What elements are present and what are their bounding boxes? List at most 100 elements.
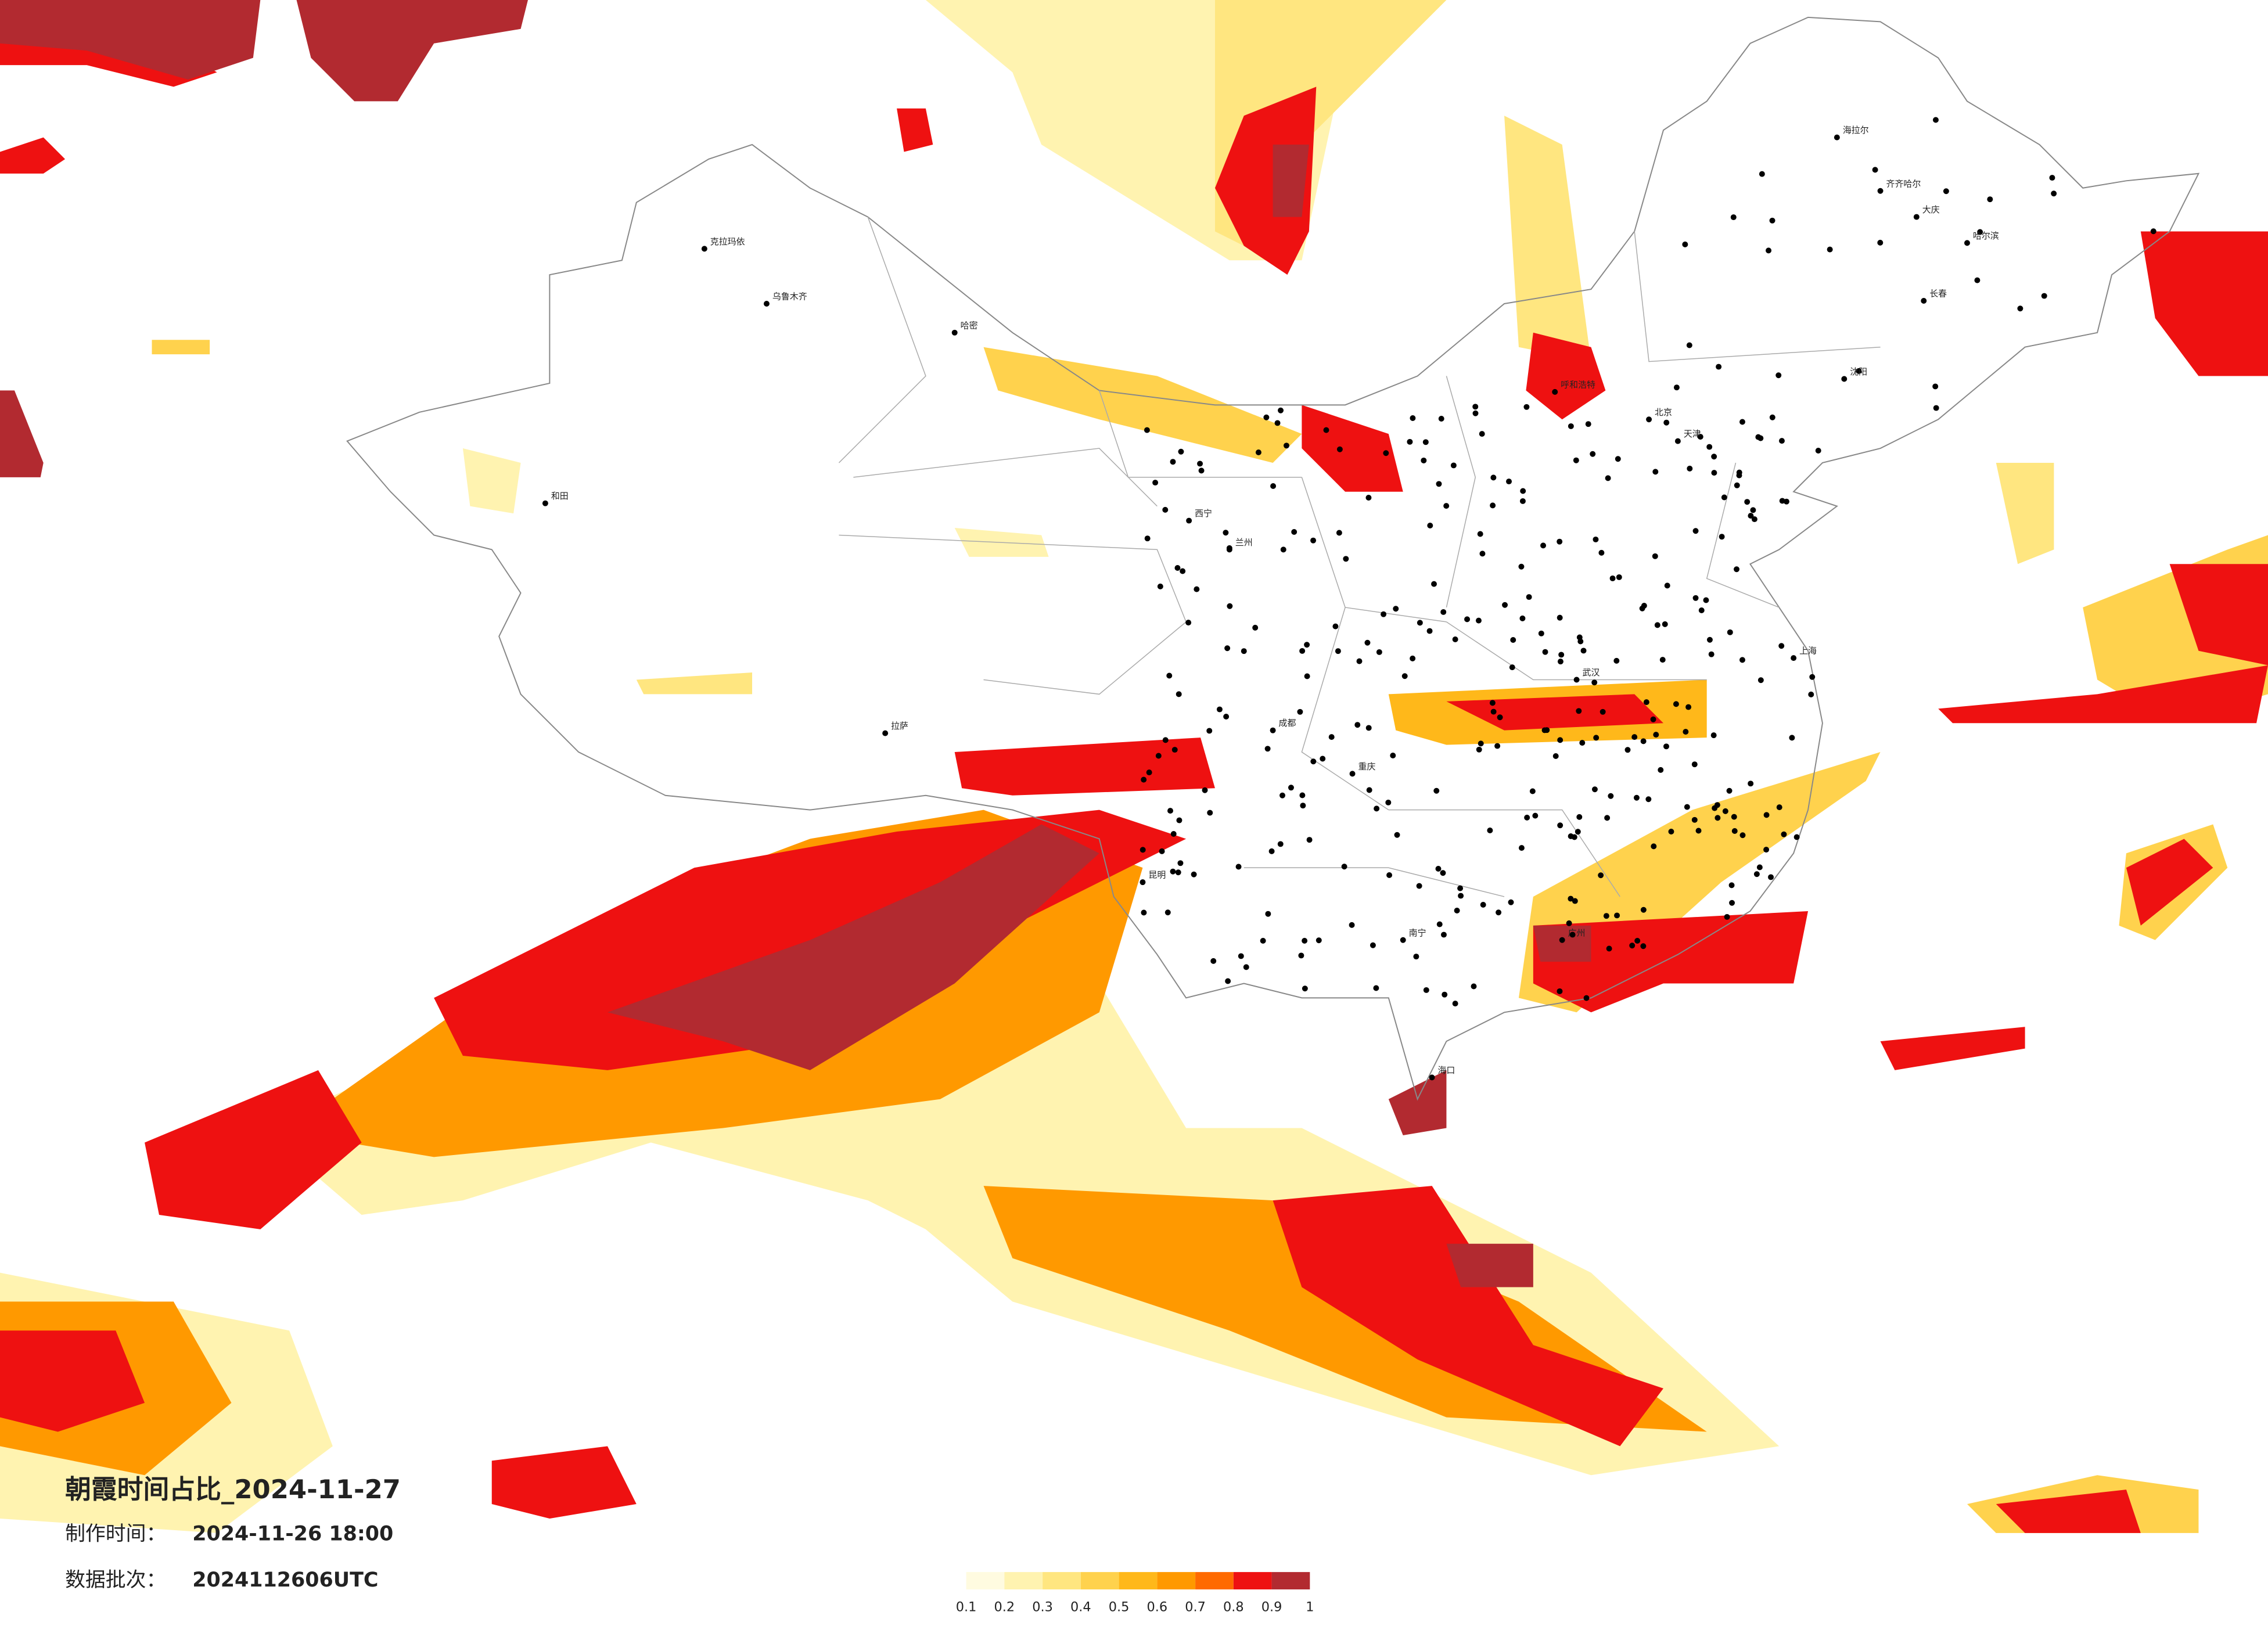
city-dot <box>1576 634 1583 641</box>
heat-area <box>1214 87 1317 275</box>
city-dot <box>1265 911 1271 917</box>
city-dot <box>1712 805 1718 811</box>
city-dot <box>1216 706 1223 713</box>
city-dot <box>1336 530 1342 536</box>
city-dot <box>1509 664 1515 671</box>
city-dot <box>1300 803 1306 809</box>
city-dot <box>1306 837 1313 843</box>
heat-area <box>1533 925 1591 962</box>
city-dot <box>1433 787 1440 794</box>
city-dot <box>1697 434 1703 440</box>
city-dot <box>1557 822 1563 829</box>
city-dot <box>1706 444 1713 450</box>
city-dot <box>1711 470 1717 476</box>
city-dot <box>1472 404 1479 410</box>
city-dot <box>1722 808 1728 814</box>
city-dot <box>1298 952 1304 959</box>
city-dot <box>1763 812 1770 818</box>
city-dot <box>1731 814 1737 820</box>
city-dot <box>1410 655 1416 661</box>
city-dot <box>1458 893 1464 899</box>
city-dot <box>1341 864 1347 870</box>
city-dot <box>1144 427 1150 433</box>
heat-area <box>1388 1070 1447 1135</box>
city-dot <box>1442 991 1448 998</box>
city-dot <box>1349 922 1355 928</box>
city-dot <box>1682 241 1688 247</box>
city-dot <box>1793 834 1800 840</box>
city-dot <box>1299 792 1306 798</box>
city-dot <box>1624 747 1631 753</box>
city-dot <box>1524 814 1530 821</box>
city-dot <box>1243 964 1249 970</box>
city-dot <box>1557 614 1563 621</box>
city-dot <box>1734 566 1739 573</box>
city-dot <box>1354 722 1361 728</box>
city-dot <box>1422 439 1429 445</box>
legend-tick-label: 0.4 <box>1070 1599 1091 1614</box>
legend-tick-label: 0.5 <box>1109 1599 1130 1614</box>
legend-swatch <box>1004 1572 1043 1589</box>
city-dot <box>1440 931 1447 938</box>
city-dot <box>1494 743 1501 749</box>
city-dot <box>1427 523 1433 529</box>
city-dot <box>1685 704 1692 710</box>
city-dot <box>1364 639 1371 646</box>
city-dot <box>1580 647 1587 654</box>
city-dot <box>1640 906 1647 913</box>
legend-swatch <box>966 1572 1005 1589</box>
heat-area <box>954 738 1215 796</box>
city-dot <box>1673 384 1680 391</box>
city-dot <box>1310 537 1317 544</box>
city-dot <box>1662 621 1668 627</box>
heat-area <box>636 672 753 695</box>
heat-area <box>1526 332 1606 420</box>
city-dot <box>1191 871 1197 877</box>
city-dot <box>1724 913 1730 920</box>
city-dot <box>1663 743 1669 750</box>
city-dot <box>1450 462 1457 469</box>
city-label: 北京 <box>1655 407 1672 418</box>
city-dot <box>763 301 770 307</box>
city-dot <box>542 500 548 506</box>
city-label: 上海 <box>1799 646 1817 656</box>
city-dot <box>1223 530 1229 536</box>
city-label: 齐齐哈尔 <box>1886 178 1921 189</box>
city-dot <box>1198 467 1205 474</box>
city-dot <box>1695 828 1702 834</box>
city-dot <box>1479 551 1486 557</box>
city-dot <box>1180 568 1186 574</box>
city-dot <box>1748 780 1754 787</box>
city-dot <box>1614 912 1620 919</box>
city-dot <box>1751 516 1757 523</box>
city-dot <box>1274 420 1281 426</box>
city-dots <box>1140 117 2156 1007</box>
city-dot <box>1977 229 1983 235</box>
city-dot <box>1365 725 1372 731</box>
city-dot <box>1573 457 1579 463</box>
city-dot <box>1558 652 1565 658</box>
city-dot <box>1684 804 1690 810</box>
city-dot <box>1609 575 1616 581</box>
city-dot <box>1552 753 1559 759</box>
city-dot <box>1288 785 1294 791</box>
city-dot <box>1943 188 1949 195</box>
city-dot <box>1739 419 1745 425</box>
city-label: 兰州 <box>1235 537 1253 548</box>
heat-area <box>1302 405 1403 492</box>
city-dot <box>1490 708 1497 715</box>
city-dot <box>1477 531 1483 537</box>
city-dot <box>1302 938 1308 944</box>
city-dot <box>1663 419 1670 426</box>
heat-area <box>152 340 210 355</box>
city-dot <box>1557 659 1563 665</box>
city-dot <box>1519 615 1526 621</box>
city-dot <box>1791 655 1797 661</box>
city-dot <box>1176 817 1182 823</box>
city-dot <box>1557 988 1563 994</box>
city-dot <box>1613 657 1620 664</box>
city-dot <box>1576 708 1582 714</box>
